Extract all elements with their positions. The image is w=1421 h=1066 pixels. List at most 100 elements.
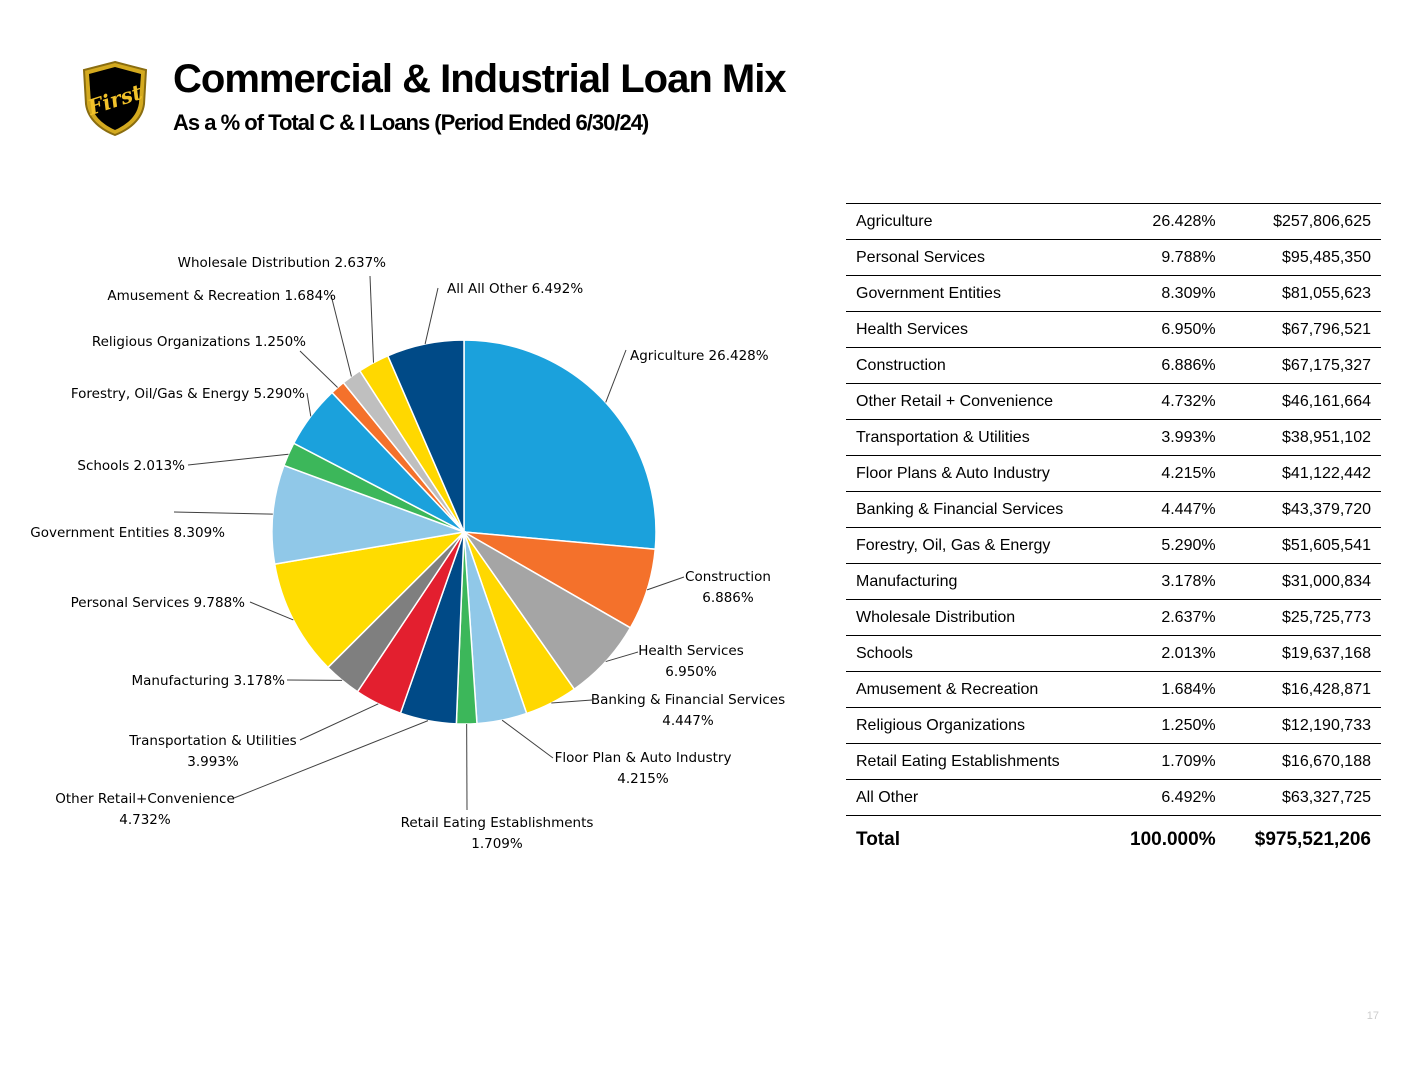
pie-leader-line (369, 275, 375, 363)
pie-slice (463, 339, 657, 551)
total-amount: $975,521,206 (1254, 829, 1371, 850)
row-amount: $51,605,541 (1225, 527, 1381, 564)
row-category: All Other (846, 779, 1106, 816)
row-amount: $19,637,168 (1225, 635, 1381, 672)
pie-leader-line (173, 511, 273, 515)
pie-leader-line (249, 601, 294, 621)
row-amount: $46,161,664 (1225, 383, 1381, 420)
pie-slice-label: Transportation & Utilities 3.993% (128, 733, 296, 770)
row-category: Floor Plans & Auto Industry (846, 455, 1106, 492)
row-amount: $43,379,720 (1225, 491, 1381, 528)
row-amount: $67,796,521 (1225, 311, 1381, 348)
row-percent: 26.428% (1105, 203, 1226, 240)
pie-slice-label: Floor Plan & Auto Industry 4.215% (555, 750, 732, 787)
row-percent: 1.684% (1105, 671, 1226, 708)
row-category: Schools (846, 635, 1106, 672)
first-bank-shield-logo: First (82, 60, 148, 136)
pie-slice-label: Manufacturing 3.178% (131, 673, 285, 689)
pie-slice-label: Banking & Financial Services 4.447% (591, 692, 785, 729)
row-amount: $38,951,102 (1225, 419, 1381, 456)
table-row: Forestry, Oil, Gas & Energy 5.290% $51,605… (846, 527, 1381, 564)
row-category: Government Entities (846, 275, 1106, 312)
pie-slice (386, 339, 465, 533)
pie-leader-line (605, 651, 639, 663)
pie-slice-label: Schools 2.013% (77, 458, 185, 474)
row-category: Transportation & Utilities (846, 419, 1106, 456)
row-category: Health Services (846, 311, 1106, 348)
row-percent: 4.215% (1105, 455, 1226, 492)
total-label: Total (856, 829, 900, 850)
row-amount: $257,806,625 (1225, 203, 1381, 240)
pie-slice-label: Religious Organizations 1.250% (92, 334, 306, 350)
table-total-row: Total 100.000% $975,521,206 (846, 816, 1381, 865)
table-row: Retail Eating Establishments 1.709% $16,67… (846, 743, 1381, 780)
page-subtitle: As a % of Total C & I Loans (Period Ende… (173, 110, 649, 135)
table-row: Health Services 6.950% $67,796,521 (846, 311, 1381, 348)
row-category: Amusement & Recreation (846, 671, 1106, 708)
row-percent: 6.950% (1105, 311, 1226, 348)
row-percent: 1.250% (1105, 707, 1226, 744)
row-percent: 9.788% (1105, 239, 1226, 276)
pie-slice-label: Government Entities 8.309% (30, 525, 225, 541)
pie-slice-label: Health Services 6.950% (638, 643, 744, 680)
row-amount: $41,122,442 (1225, 455, 1381, 492)
row-category: Manufacturing (846, 563, 1106, 600)
page-number: 17 (1366, 1010, 1379, 1022)
pie-slice-label: Personal Services 9.788% (71, 595, 246, 611)
table-row: Religious Organizations 1.250% $12,190,733 (846, 707, 1381, 744)
row-category: Forestry, Oil, Gas & Energy (846, 527, 1106, 564)
row-amount: $81,055,623 (1225, 275, 1381, 312)
total-percent: 100.000% (1130, 829, 1216, 850)
row-percent: 1.709% (1105, 743, 1226, 780)
row-category: Retail Eating Establishments (846, 743, 1106, 780)
table-row: Agriculture 26.428% $257,806,625 (846, 203, 1381, 240)
table-row: Government Entities 8.309% $81,055,623 (846, 275, 1381, 312)
pie-slice (271, 464, 467, 565)
pie-leader-line (299, 703, 379, 741)
loan-mix-table: Agriculture 26.428% $257,806,625 Personal S… (846, 203, 1381, 864)
pie-slice-label: Wholesale Distribution 2.637% (178, 255, 387, 271)
row-category: Personal Services (846, 239, 1106, 276)
page-title: Commercial & Industrial Loan Mix (173, 57, 787, 101)
pie-slice-label: Amusement & Recreation 1.684% (107, 288, 336, 304)
row-amount: $12,190,733 (1225, 707, 1381, 744)
table-row: Transportation & Utilities 3.993% $38,951,… (846, 419, 1381, 456)
loan-mix-pie-chart: Agriculture 26.428% Construction 6.886% Hea… (0, 180, 840, 880)
row-amount: $25,725,773 (1225, 599, 1381, 636)
pie-leader-line (501, 719, 554, 759)
row-percent: 8.309% (1105, 275, 1226, 312)
table-row: Schools 2.013% $19,637,168 (846, 635, 1381, 672)
pie-leader-line (306, 392, 312, 417)
pie-leader-line (299, 350, 338, 388)
row-amount: $63,327,725 (1225, 779, 1381, 816)
row-category: Other Retail + Convenience (846, 383, 1106, 420)
table-row: Amusement & Recreation 1.684% $16,428,871 (846, 671, 1381, 708)
pie-slice-label: Construction 6.886% (685, 569, 771, 606)
table-row: Banking & Financial Services 4.447% $43,37… (846, 491, 1381, 528)
row-amount: $95,485,350 (1225, 239, 1381, 276)
pie-slice-label: Other Retail+Convenience 4.732% (55, 791, 235, 828)
row-amount: $67,175,327 (1225, 347, 1381, 384)
pie-leader-line (424, 287, 439, 345)
pie-slice-label: Forestry, Oil/Gas & Energy 5.290% (71, 386, 305, 402)
table-row: Wholesale Distribution 2.637% $25,725,773 (846, 599, 1381, 636)
pie-leader-line (646, 576, 685, 591)
row-percent: 2.637% (1105, 599, 1226, 636)
row-percent: 4.447% (1105, 491, 1226, 528)
row-percent: 3.178% (1105, 563, 1226, 600)
row-percent: 2.013% (1105, 635, 1226, 672)
row-category: Banking & Financial Services (846, 491, 1106, 528)
pie-leader-line (187, 453, 289, 466)
table-row: Floor Plans & Auto Industry 4.215% $41,122… (846, 455, 1381, 492)
row-category: Agriculture (846, 203, 1106, 240)
pie-slice-label: Retail Eating Establishments 1.709% (401, 815, 594, 852)
row-percent: 4.732% (1105, 383, 1226, 420)
table-row: All Other 6.492% $63,327,725 (846, 779, 1381, 816)
row-percent: 5.290% (1105, 527, 1226, 564)
pie-leader-line (605, 349, 627, 403)
pie-slice-label: Agriculture 26.428% (630, 348, 769, 364)
table-row: Manufacturing 3.178% $31,000,834 (846, 563, 1381, 600)
row-amount: $16,670,188 (1225, 743, 1381, 780)
pie-slice (273, 530, 467, 669)
row-percent: 6.492% (1105, 779, 1226, 816)
